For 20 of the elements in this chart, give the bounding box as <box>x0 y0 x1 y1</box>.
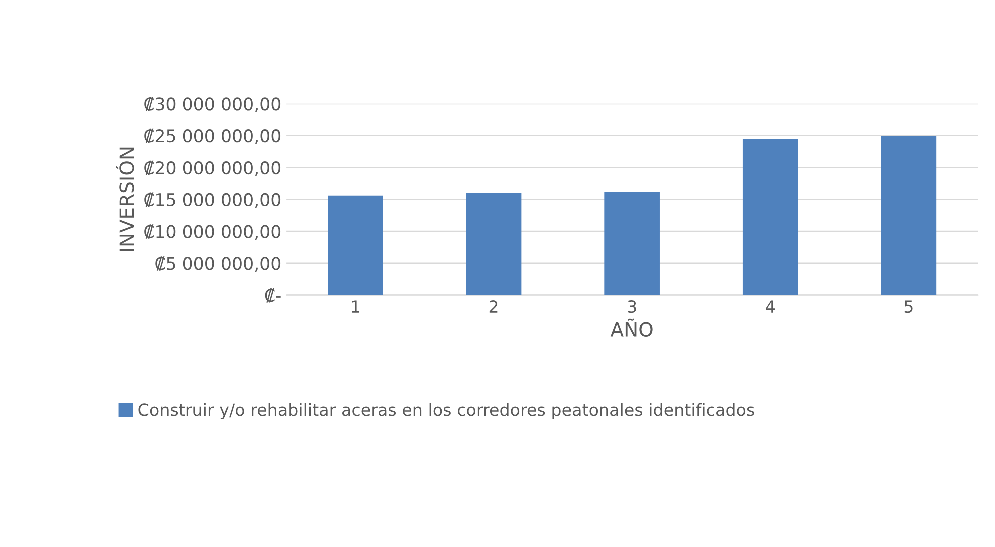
x-tick-label: 5 <box>904 300 913 314</box>
x-tick-label: 1 <box>352 300 360 313</box>
x-tick-label: 2 <box>490 300 498 313</box>
y-tick-label: ₡30 000 000,00 <box>144 97 281 113</box>
bar <box>881 136 937 296</box>
y-tick-label: ₡15 000 000,00 <box>144 192 281 208</box>
legend-label: Construir y/o rehabilitar aceras en los corredores peatonales identificados <box>138 403 754 420</box>
y-tick-label: ₡20 000 000,00 <box>144 160 281 176</box>
y-tick-label: ₡- <box>265 288 281 303</box>
bar <box>466 193 522 296</box>
bar <box>742 139 798 296</box>
y-tick-label: ₡5 000 000,00 <box>156 256 281 272</box>
y-tick-label: ₡25 000 000,00 <box>144 128 281 144</box>
x-axis-title: AÑO <box>610 318 653 337</box>
x-tick-label: 3 <box>628 300 636 314</box>
x-tick-label: 4 <box>766 300 775 313</box>
bar <box>604 192 660 296</box>
bar <box>328 196 384 296</box>
y-tick-label: ₡10 000 000,00 <box>144 224 281 240</box>
y-axis-title: INVERSIÓN <box>116 148 134 252</box>
